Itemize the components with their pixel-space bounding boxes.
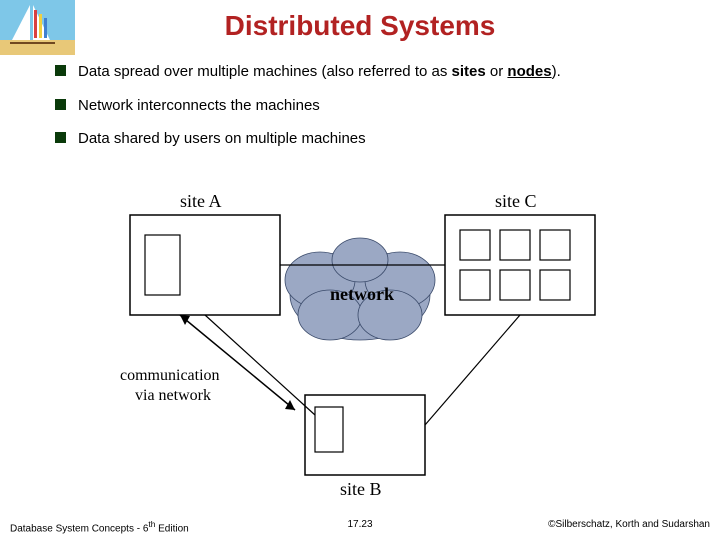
network-diagram: site A site C site B network communicati… bbox=[110, 185, 610, 495]
slide-logo bbox=[0, 0, 75, 55]
bullet-text: Data spread over multiple machines (also… bbox=[78, 62, 561, 82]
footer-left: Database System Concepts - 6th Edition bbox=[10, 519, 189, 534]
footer-center: 17.23 bbox=[347, 519, 372, 530]
bullet-square-icon bbox=[55, 99, 66, 110]
slide-title: Distributed Systems bbox=[0, 0, 720, 62]
svg-text:site B: site B bbox=[340, 479, 382, 495]
bullet-item: Data shared by users on multiple machine… bbox=[55, 129, 690, 149]
footer-right: ©Silberschatz, Korth and Sudarshan bbox=[548, 519, 710, 534]
bullet-text: Network interconnects the machines bbox=[78, 96, 320, 116]
bullet-square-icon bbox=[55, 65, 66, 76]
svg-text:network: network bbox=[330, 284, 394, 304]
bullet-text: Data shared by users on multiple machine… bbox=[78, 129, 366, 149]
bullet-list: Data spread over multiple machines (also… bbox=[0, 62, 720, 149]
bullet-square-icon bbox=[55, 132, 66, 143]
svg-text:site A: site A bbox=[180, 191, 222, 211]
slide-footer: Database System Concepts - 6th Edition 1… bbox=[0, 519, 720, 534]
bullet-item: Network interconnects the machines bbox=[55, 96, 690, 116]
svg-text:via network: via network bbox=[135, 387, 211, 404]
bullet-item: Data spread over multiple machines (also… bbox=[55, 62, 690, 82]
svg-text:communication: communication bbox=[120, 367, 220, 384]
svg-text:site C: site C bbox=[495, 191, 537, 211]
